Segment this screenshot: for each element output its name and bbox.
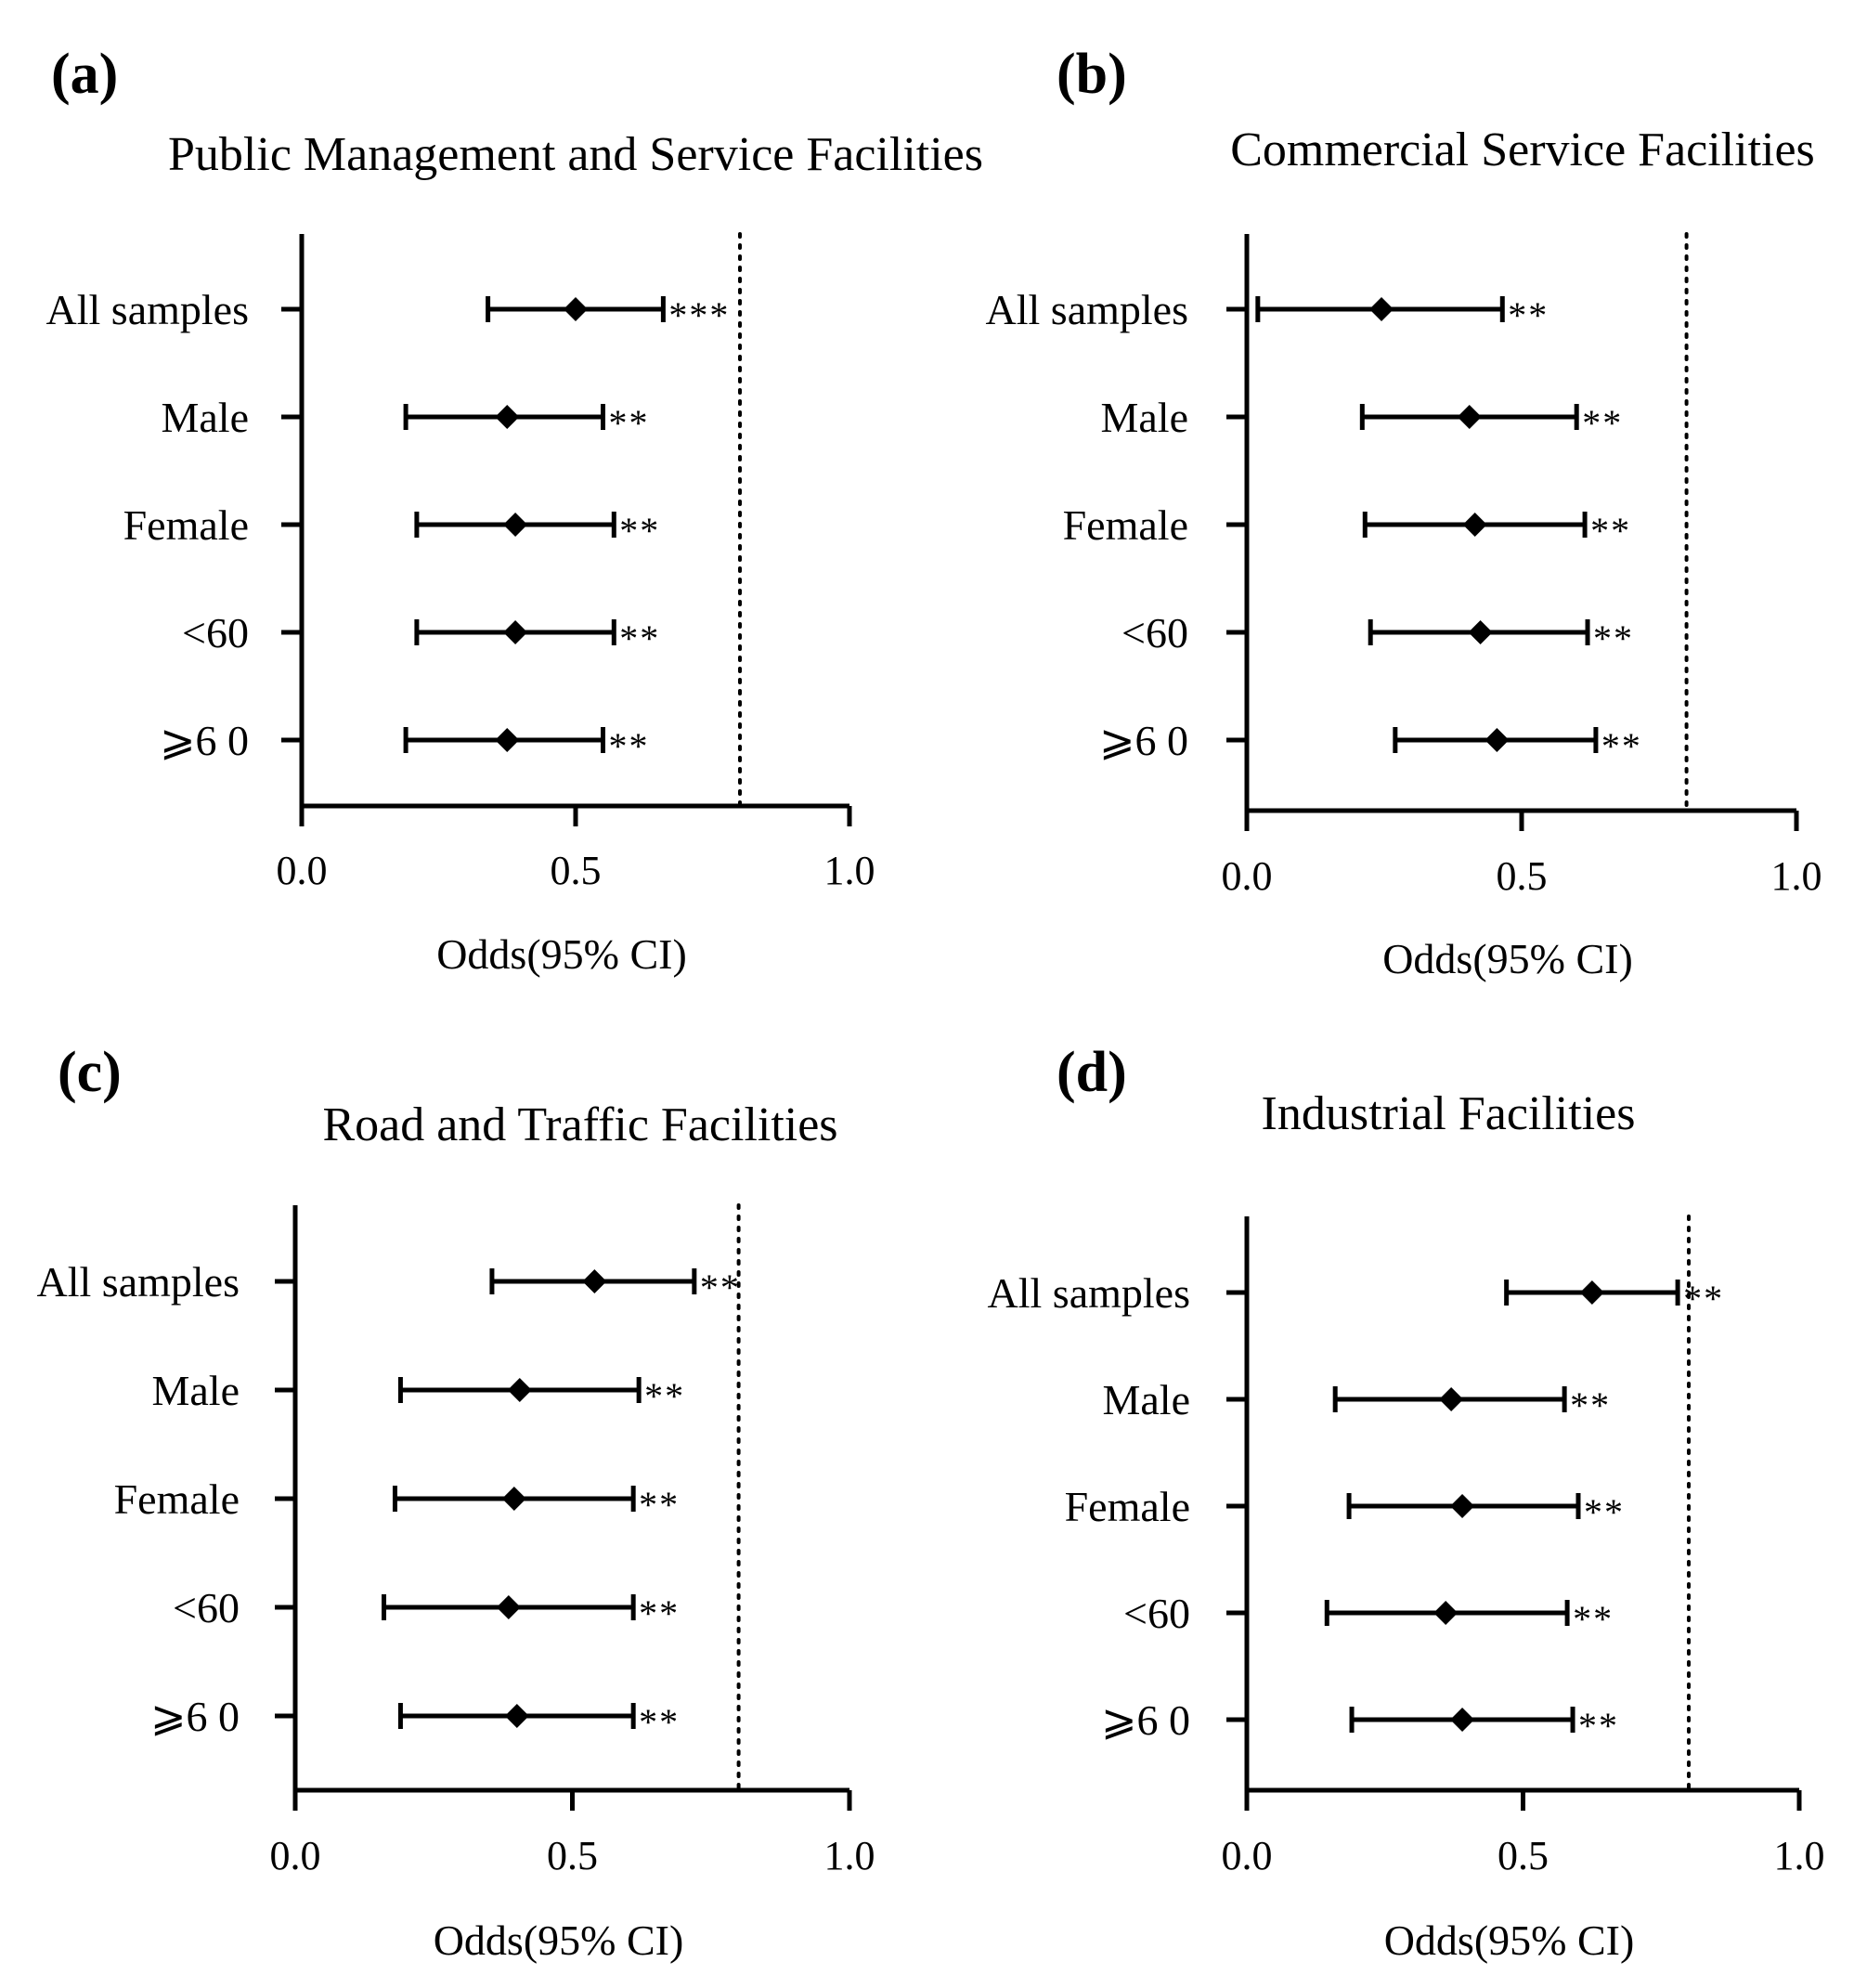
category-label: ⩾6 0 [1101, 1696, 1190, 1744]
x-tick-label: 0.5 [547, 1833, 598, 1878]
category-label: <60 [1121, 609, 1188, 656]
estimate-marker [507, 1378, 532, 1402]
x-tick-label: 0.0 [270, 1833, 321, 1878]
estimate-marker [501, 1487, 526, 1511]
x-tick-label: 0.0 [277, 848, 328, 893]
x-tick-label: 1.0 [824, 1833, 875, 1878]
category-label: Female [114, 1475, 240, 1523]
category-label: <60 [1123, 1590, 1190, 1637]
category-label: ⩾6 0 [150, 1693, 240, 1740]
significance-stars: ** [644, 1375, 685, 1417]
category-label: Female [1065, 1483, 1190, 1530]
x-axis-title: Odds(95% CI) [1382, 935, 1633, 982]
significance-stars: ** [1601, 725, 1642, 767]
significance-stars: ** [1590, 510, 1631, 552]
estimate-marker [504, 1704, 529, 1728]
x-tick-label: 0.5 [551, 848, 602, 893]
category-label: Male [1100, 394, 1188, 441]
category-label: All samples [986, 286, 1188, 333]
category-label: <60 [173, 1584, 240, 1631]
panel-letter: (d) [1057, 1041, 1127, 1104]
x-tick-label: 0.5 [1497, 1833, 1549, 1878]
x-axis-title: Odds(95% CI) [434, 1917, 684, 1964]
estimate-marker [1439, 1387, 1464, 1411]
forest-panel-2: (b) Commercial Service Facilities 0.0 0.5 1.… [986, 43, 1822, 982]
significance-stars: ** [639, 1484, 680, 1526]
forest-panel-1: (a) Public Management and Service Facilit… [46, 43, 983, 978]
category-label: All samples [46, 286, 249, 333]
x-tick-label: 1.0 [1771, 853, 1822, 899]
panel-letter: (b) [1057, 43, 1127, 106]
estimate-marker [1457, 405, 1482, 429]
significance-stars: ** [1582, 402, 1623, 444]
forest-panel-3: (c) Road and Traffic Facilities 0.0 0.5 1.0 O… [37, 1041, 875, 1964]
x-tick-label: 0.0 [1222, 853, 1273, 899]
panel-title: Public Management and Service Facilities [168, 128, 983, 181]
category-label: ⩾6 0 [1099, 717, 1188, 764]
significance-stars: ** [609, 725, 650, 767]
estimate-marker [495, 405, 520, 429]
category-label: Female [1063, 501, 1188, 549]
estimate-marker [503, 620, 528, 644]
estimate-marker [1369, 297, 1394, 321]
significance-stars: ** [1593, 617, 1634, 659]
estimate-marker [1579, 1280, 1604, 1305]
panel-title: Road and Traffic Facilities [322, 1098, 837, 1151]
category-label: Male [161, 394, 249, 441]
estimate-marker [1484, 728, 1510, 752]
category-label: Female [123, 501, 249, 549]
significance-stars: ** [1578, 1705, 1619, 1747]
panel-letter: (c) [58, 1041, 122, 1104]
panel-title: Industrial Facilities [1262, 1087, 1636, 1140]
significance-stars: ** [639, 1592, 680, 1634]
category-label: <60 [182, 609, 249, 656]
significance-stars: ** [619, 617, 660, 659]
estimate-marker [1462, 513, 1487, 537]
estimate-marker [1450, 1708, 1475, 1732]
category-label: All samples [988, 1269, 1190, 1317]
category-label: ⩾6 0 [160, 717, 249, 764]
forest-panel-4: (d) Industrial Facilities 0.0 0.5 1.0 Odds(95… [988, 1041, 1825, 1964]
significance-stars: ** [1508, 294, 1549, 336]
x-tick-label: 1.0 [824, 848, 875, 893]
estimate-marker [1450, 1494, 1475, 1518]
significance-stars: ** [1573, 1598, 1614, 1640]
x-tick-label: 0.0 [1222, 1833, 1273, 1878]
significance-stars: ** [1584, 1491, 1625, 1533]
panel-title: Commercial Service Facilities [1230, 123, 1815, 176]
significance-stars: ** [609, 402, 650, 444]
significance-stars: ** [639, 1701, 680, 1743]
estimate-marker [1468, 620, 1493, 644]
estimate-marker [1433, 1601, 1459, 1625]
category-label: All samples [37, 1258, 240, 1306]
significance-stars: ** [1683, 1278, 1724, 1319]
significance-stars: ** [619, 510, 660, 552]
panel-letter: (a) [51, 43, 118, 106]
x-axis-title: Odds(95% CI) [1384, 1917, 1635, 1964]
x-tick-label: 1.0 [1774, 1833, 1825, 1878]
category-label: Male [151, 1367, 240, 1414]
estimate-marker [503, 513, 528, 537]
significance-stars: ** [1570, 1384, 1611, 1426]
estimate-marker [496, 1595, 521, 1619]
significance-stars: ** [700, 1267, 741, 1308]
estimate-marker [495, 728, 520, 752]
x-axis-title: Odds(95% CI) [436, 930, 687, 978]
estimate-marker [582, 1269, 607, 1293]
category-label: Male [1102, 1376, 1190, 1423]
significance-stars: *** [668, 294, 730, 336]
estimate-marker [564, 297, 588, 321]
x-tick-label: 0.5 [1497, 853, 1548, 899]
